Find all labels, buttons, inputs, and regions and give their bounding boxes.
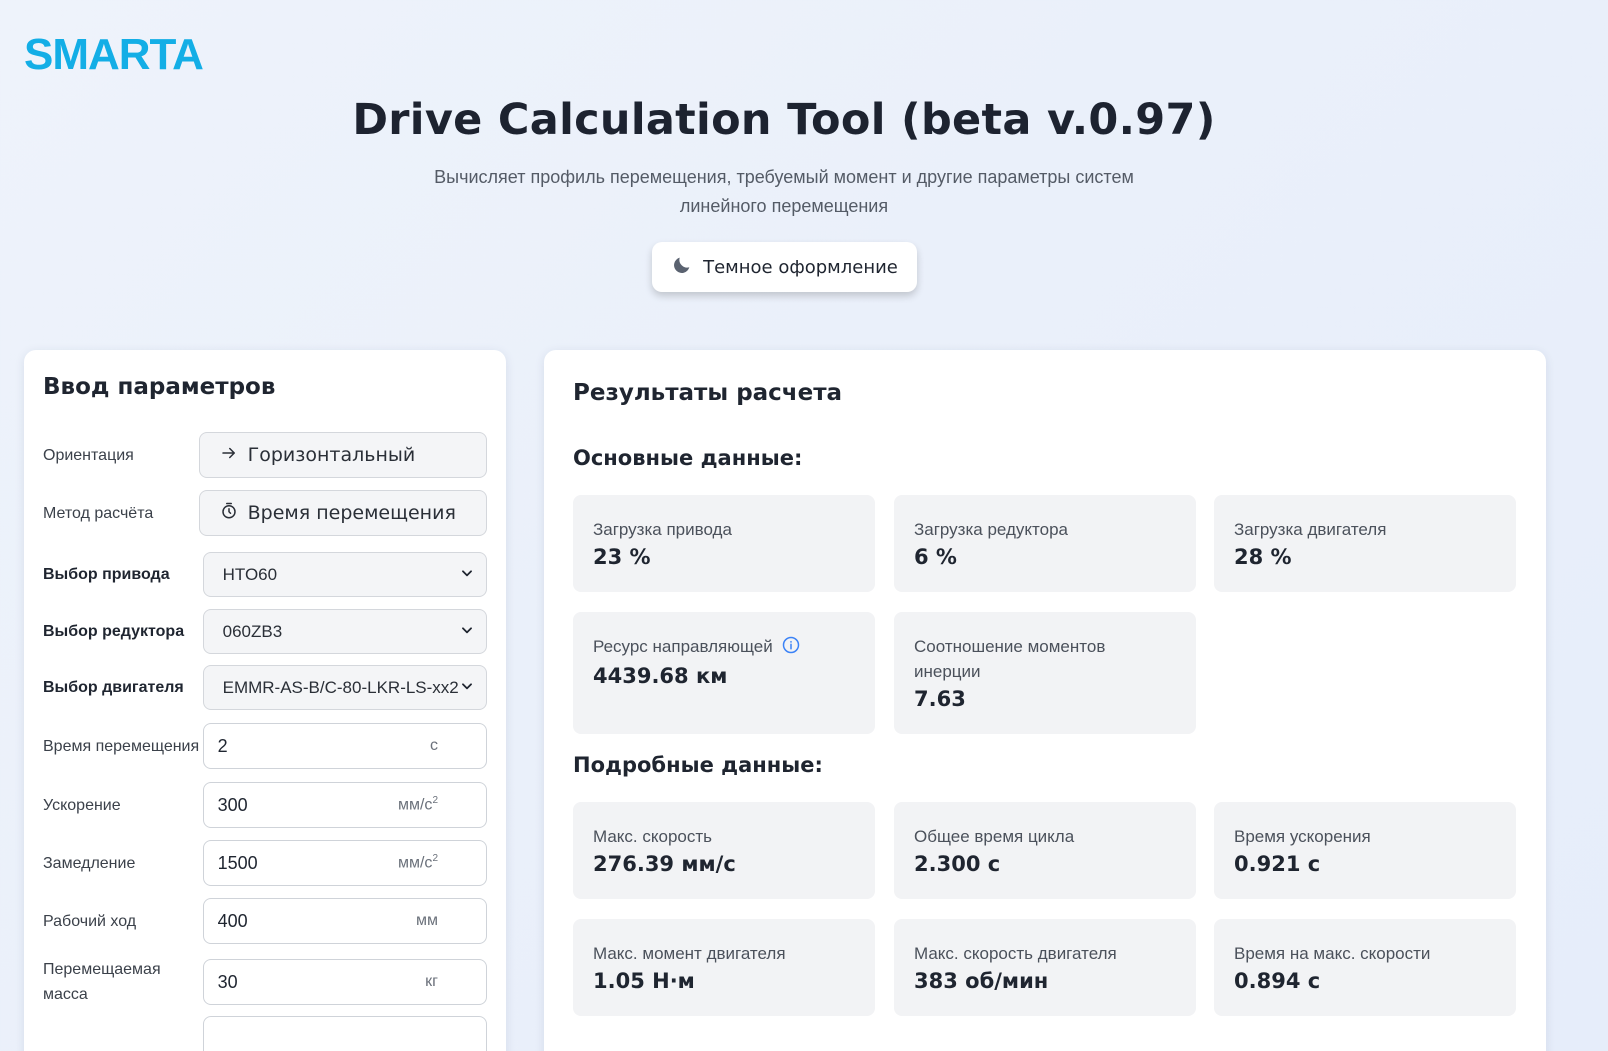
stroke-unit: мм [416,912,438,929]
deceleration-input[interactable]: 1500 мм/с2 [202,840,487,886]
metric-label: Время ускорения [1234,827,1371,846]
acceleration-unit: мм/с2 [397,795,438,814]
gearbox-label: Выбор редуктора [43,623,185,640]
metric-value: 0.894 с [1234,969,1321,993]
motor-select[interactable]: EMMR-AS-B/C-80-LKR-LS-xx2 [202,665,487,710]
main-data-heading: Основные данные: [573,446,803,470]
deceleration-label: Замедление [43,854,136,872]
smarta-logo[interactable]: SMARTA [24,30,204,79]
page-subtitle: Вычисляет профиль перемещения, требуемый… [434,167,1134,216]
page-header: Drive Calculation Tool (beta v.0.97) Выч… [0,95,1568,221]
chevron-down-icon [460,678,474,698]
acceleration-input[interactable]: 300 мм/с2 [202,782,487,828]
drive-row: Выбор привода HTO60 [43,552,487,597]
results-panel: Результаты расчета Основные данные: Загр… [544,350,1546,1051]
orientation-value: Горизонтальный [247,444,416,466]
mass-input[interactable]: 30 кг [202,959,487,1005]
metric-value: 0.921 с [1234,852,1321,876]
motor-label: Выбор двигателя [43,679,184,696]
metric-max-motor-speed: Макс. скорость двигателя 383 об/мин [894,919,1196,1016]
chevron-down-icon [460,622,474,642]
results-panel-title: Результаты расчета [573,380,843,406]
move-time-label: Время перемещения [43,737,200,755]
deceleration-row: Замедление 1500 мм/с2 [43,840,487,886]
next-input-partial[interactable] [202,1016,487,1051]
method-value: Время перемещения [247,502,456,524]
metric-label: Соотношение моментов инерции [914,637,1106,681]
dark-theme-button[interactable]: Темное оформление [652,242,917,292]
gearbox-select[interactable]: 060ZB3 [202,609,487,654]
metric-inertia-ratio: Соотношение моментов инерции 7.63 [894,612,1196,734]
gearbox-row: Выбор редуктора 060ZB3 [43,609,487,654]
metric-value: 7.63 [914,687,966,711]
metric-value: 23 % [593,545,651,569]
motor-select-value: EMMR-AS-B/C-80-LKR-LS-xx2 [222,677,459,697]
info-icon[interactable] [782,636,800,661]
metric-drive-load: Загрузка привода 23 % [573,495,875,592]
metric-guide-life: Ресурс направляющей 4439.68 км [573,612,875,734]
move-time-value: 2 [217,735,228,756]
metric-label: Макс. скорость двигателя [914,944,1117,963]
next-row-partial [43,1016,487,1051]
metric-max-speed: Макс. скорость 276.39 мм/с [573,802,875,899]
metric-label: Загрузка редуктора [914,520,1069,539]
moon-icon [671,254,693,281]
orientation-button[interactable]: Горизонтальный [198,432,487,478]
metric-value: 383 об/мин [914,969,1049,993]
metric-label: Загрузка привода [593,520,732,539]
metric-label: Загрузка двигателя [1234,520,1387,539]
metric-value: 1.05 Н·м [593,969,695,993]
orientation-row: Ориентация Горизонтальный [43,432,487,478]
metric-label: Время на макс. скорости [1234,944,1431,963]
arrow-right-icon [220,444,238,467]
stroke-row: Рабочий ход 400 мм [43,898,487,944]
stroke-value: 400 [217,910,248,931]
metric-accel-time: Время ускорения 0.921 с [1214,802,1516,899]
stroke-input[interactable]: 400 мм [202,898,487,944]
metric-value: 28 % [1234,545,1292,569]
move-time-unit: с [430,737,438,754]
method-label: Метод расчёта [43,504,154,522]
move-time-row: Время перемещения 2 с [43,723,487,769]
detail-data-heading: Подробные данные: [573,753,823,777]
metric-motor-load: Загрузка двигателя 28 % [1214,495,1516,592]
metric-gearbox-load: Загрузка редуктора 6 % [894,495,1196,592]
metric-label: Макс. момент двигателя [593,944,786,963]
mass-label: Перемещаемая масса [43,961,161,1003]
method-row: Метод расчёта Время перемещения [43,490,487,536]
metric-label: Общее время цикла [914,827,1075,846]
metric-value: 276.39 мм/с [593,852,736,876]
input-panel-title: Ввод параметров [43,374,276,400]
metric-label: Ресурс направляющей [593,634,855,661]
gearbox-select-value: 060ZB3 [222,621,283,641]
chevron-down-icon [460,565,474,585]
acceleration-value: 300 [217,794,248,815]
stroke-label: Рабочий ход [43,912,137,930]
timer-icon [220,502,238,525]
motor-row: Выбор двигателя EMMR-AS-B/C-80-LKR-LS-xx… [43,665,487,710]
mass-row: Перемещаемая масса 30 кг [43,957,487,1007]
drive-label: Выбор привода [43,566,170,583]
deceleration-value: 1500 [217,852,258,873]
metric-value: 2.300 с [914,852,1001,876]
metric-max-motor-torque: Макс. момент двигателя 1.05 Н·м [573,919,875,1016]
deceleration-unit: мм/с2 [397,853,438,872]
metric-time-at-max-speed: Время на макс. скорости 0.894 с [1214,919,1516,1016]
method-button[interactable]: Время перемещения [198,490,487,536]
metric-label: Макс. скорость [593,827,713,846]
move-time-input[interactable]: 2 с [202,723,487,769]
metric-value: 4439.68 км [593,664,728,688]
page-title: Drive Calculation Tool (beta v.0.97) [352,95,1216,145]
metric-value: 6 % [914,545,957,569]
acceleration-row: Ускорение 300 мм/с2 [43,782,487,828]
metric-cycle-time: Общее время цикла 2.300 с [894,802,1196,899]
dark-theme-button-label: Темное оформление [703,256,898,278]
mass-value: 30 [217,971,238,992]
drive-select[interactable]: HTO60 [202,552,487,597]
acceleration-label: Ускорение [43,796,121,814]
orientation-label: Ориентация [43,446,134,464]
mass-unit: кг [425,973,438,990]
drive-select-value: HTO60 [222,564,278,584]
input-panel: Ввод параметров Ориентация Горизонтальны… [24,350,506,1051]
